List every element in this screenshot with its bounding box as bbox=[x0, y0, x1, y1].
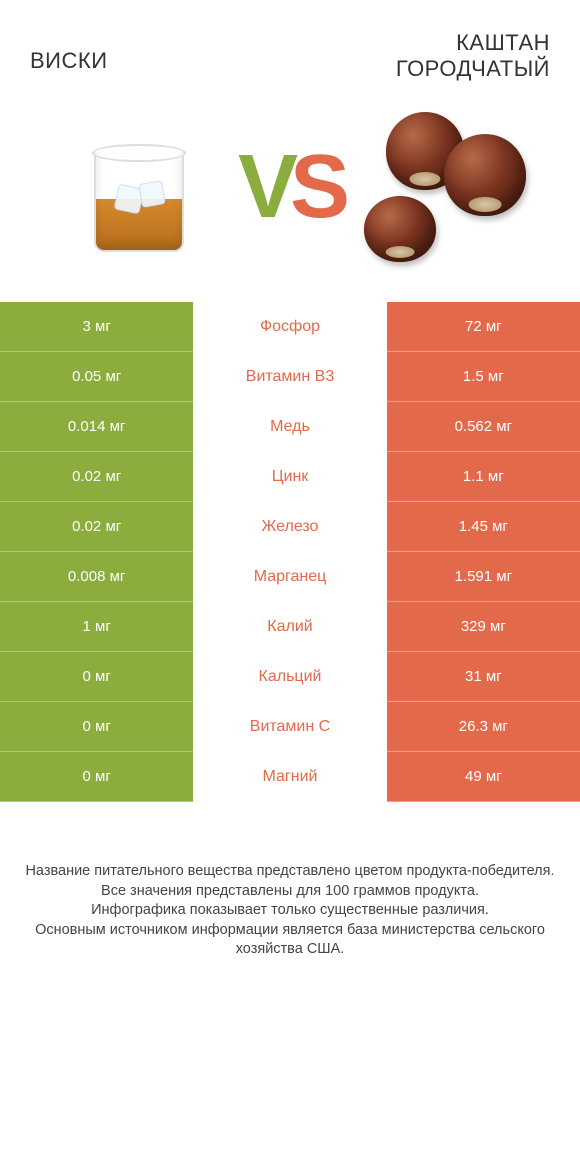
footer-line: Название питательного вещества представл… bbox=[24, 862, 556, 882]
vs-s: S bbox=[290, 136, 342, 239]
right-product-title: КАШТАН ГОРОДЧАТЫЙ bbox=[290, 30, 550, 82]
left-value: 0 мг bbox=[0, 752, 193, 802]
right-value: 1.5 мг bbox=[387, 352, 580, 402]
nutrient-label: Витамин C bbox=[193, 702, 386, 752]
header: ВИСКИ КАШТАН ГОРОДЧАТЫЙ bbox=[0, 0, 580, 92]
table-row: 0.014 мгМедь0.562 мг bbox=[0, 402, 580, 452]
nutrient-label: Марганец bbox=[193, 552, 386, 602]
right-product-image bbox=[342, 102, 540, 272]
right-value: 1.591 мг bbox=[387, 552, 580, 602]
right-value: 1.45 мг bbox=[387, 502, 580, 552]
left-value: 0.008 мг bbox=[0, 552, 193, 602]
left-value: 0.02 мг bbox=[0, 452, 193, 502]
vs-v: V bbox=[238, 136, 290, 239]
right-value: 31 мг bbox=[387, 652, 580, 702]
footer-line: Основным источником информации является … bbox=[24, 921, 556, 960]
right-title-line1: КАШТАН bbox=[290, 30, 550, 56]
table-row: 0.02 мгЖелезо1.45 мг bbox=[0, 502, 580, 552]
table-row: 3 мгФосфор72 мг bbox=[0, 302, 580, 352]
footer-line: Все значения представлены для 100 граммо… bbox=[24, 882, 556, 902]
right-value: 26.3 мг bbox=[387, 702, 580, 752]
nutrient-label: Калий bbox=[193, 602, 386, 652]
nutrient-label: Железо bbox=[193, 502, 386, 552]
whiskey-glass-icon bbox=[84, 122, 194, 252]
right-title-line2: ГОРОДЧАТЫЙ bbox=[290, 56, 550, 82]
images-row: VS bbox=[0, 92, 580, 302]
right-value: 0.562 мг bbox=[387, 402, 580, 452]
comparison-table: 3 мгФосфор72 мг0.05 мгВитамин B31.5 мг0.… bbox=[0, 302, 580, 802]
table-row: 0.008 мгМарганец1.591 мг bbox=[0, 552, 580, 602]
table-row: 1 мгКалий329 мг bbox=[0, 602, 580, 652]
left-value: 3 мг bbox=[0, 302, 193, 352]
nutrient-label: Кальций bbox=[193, 652, 386, 702]
vs-label: VS bbox=[238, 136, 342, 239]
left-value: 0.02 мг bbox=[0, 502, 193, 552]
left-value: 1 мг bbox=[0, 602, 193, 652]
nutrient-label: Витамин B3 bbox=[193, 352, 386, 402]
right-value: 1.1 мг bbox=[387, 452, 580, 502]
table-row: 0.05 мгВитамин B31.5 мг bbox=[0, 352, 580, 402]
table-row: 0.02 мгЦинк1.1 мг bbox=[0, 452, 580, 502]
right-value: 329 мг bbox=[387, 602, 580, 652]
chestnuts-icon bbox=[356, 112, 526, 262]
nutrient-label: Магний bbox=[193, 752, 386, 802]
right-value: 72 мг bbox=[387, 302, 580, 352]
table-row: 0 мгМагний49 мг bbox=[0, 752, 580, 802]
nutrient-label: Фосфор bbox=[193, 302, 386, 352]
left-value: 0 мг bbox=[0, 652, 193, 702]
left-product-image bbox=[40, 102, 238, 272]
nutrient-label: Медь bbox=[193, 402, 386, 452]
footer-line: Инфографика показывает только существенн… bbox=[24, 901, 556, 921]
table-row: 0 мгКальций31 мг bbox=[0, 652, 580, 702]
right-value: 49 мг bbox=[387, 752, 580, 802]
left-value: 0.014 мг bbox=[0, 402, 193, 452]
left-product-title: ВИСКИ bbox=[30, 30, 290, 74]
nutrient-label: Цинк bbox=[193, 452, 386, 502]
table-row: 0 мгВитамин C26.3 мг bbox=[0, 702, 580, 752]
left-value: 0.05 мг bbox=[0, 352, 193, 402]
footer-notes: Название питательного вещества представл… bbox=[0, 802, 580, 960]
left-value: 0 мг bbox=[0, 702, 193, 752]
